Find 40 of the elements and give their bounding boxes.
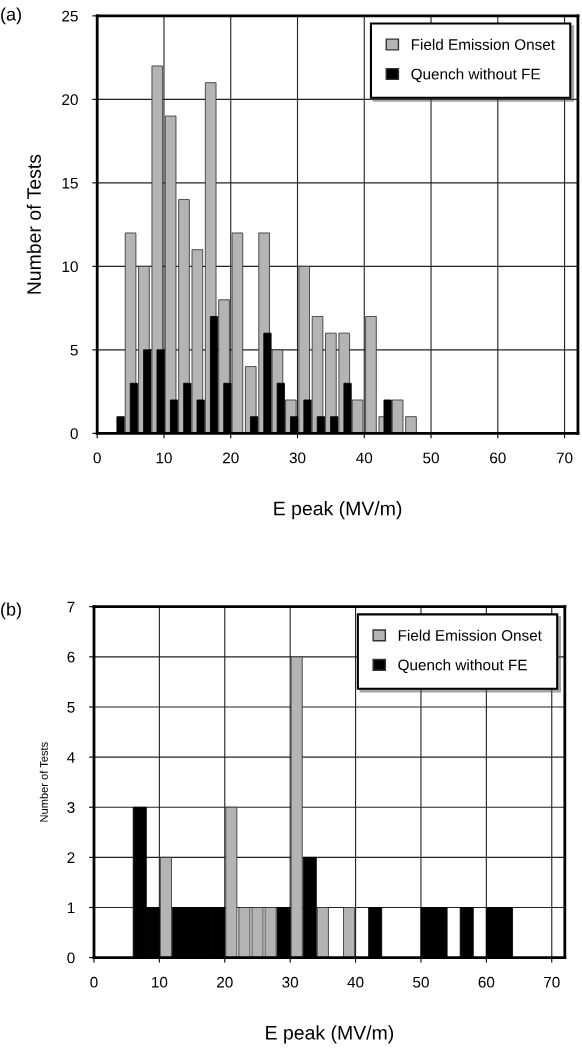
x-axis-title: E peak (MV/m) [266, 1025, 394, 1044]
legend-label: Quench without FE [411, 68, 540, 83]
x-tick-label: 0 [90, 976, 98, 988]
x-tick-label: 20 [223, 452, 239, 464]
y-tick-label: 0 [70, 428, 78, 440]
x-tick-label: 60 [490, 452, 506, 464]
x-tick-label: 0 [93, 452, 101, 464]
y-tick-label: 5 [70, 344, 78, 356]
y-tick-label: 15 [62, 177, 78, 189]
y-tick-label: 20 [62, 94, 78, 106]
y-tick-label: 10 [62, 261, 78, 273]
y-tick-label: 25 [62, 10, 78, 22]
y-tick-label: 3 [67, 802, 75, 813]
legend-label: Field Emission Onset [398, 629, 542, 641]
x-tick-label: 60 [478, 976, 495, 988]
y-axis-title: Number of Tests [26, 154, 41, 294]
legend-label: Field Emission Onset [411, 38, 555, 50]
text: (a) [1, 7, 21, 25]
y-tick-label: 2 [67, 852, 75, 863]
x-tick-label: 10 [156, 452, 172, 464]
y-tick-label: 0 [67, 952, 75, 964]
y-tick-label: 5 [67, 702, 75, 713]
y-tick-label: 1 [67, 902, 75, 914]
x-tick-label: 30 [289, 452, 306, 464]
x-tick-label: 50 [413, 976, 429, 988]
y-tick-label: 7 [67, 601, 75, 613]
x-tick-label: 20 [217, 976, 233, 988]
x-axis-title: E peak (MV/m) [274, 501, 402, 520]
x-tick-label: 70 [556, 452, 573, 464]
y-axis-title: Number of Tests [39, 742, 48, 822]
y-tick-label: 4 [67, 752, 75, 763]
x-tick-label: 70 [544, 976, 560, 988]
x-tick-label: 10 [152, 976, 168, 988]
x-tick-label: 30 [282, 976, 299, 988]
y-tick-label: 6 [67, 651, 75, 663]
text: (b) [1, 602, 21, 620]
x-tick-label: 40 [347, 976, 364, 988]
x-tick-label: 50 [423, 452, 439, 464]
legend-label: Quench without FE [398, 659, 527, 674]
x-tick-label: 40 [356, 452, 373, 464]
